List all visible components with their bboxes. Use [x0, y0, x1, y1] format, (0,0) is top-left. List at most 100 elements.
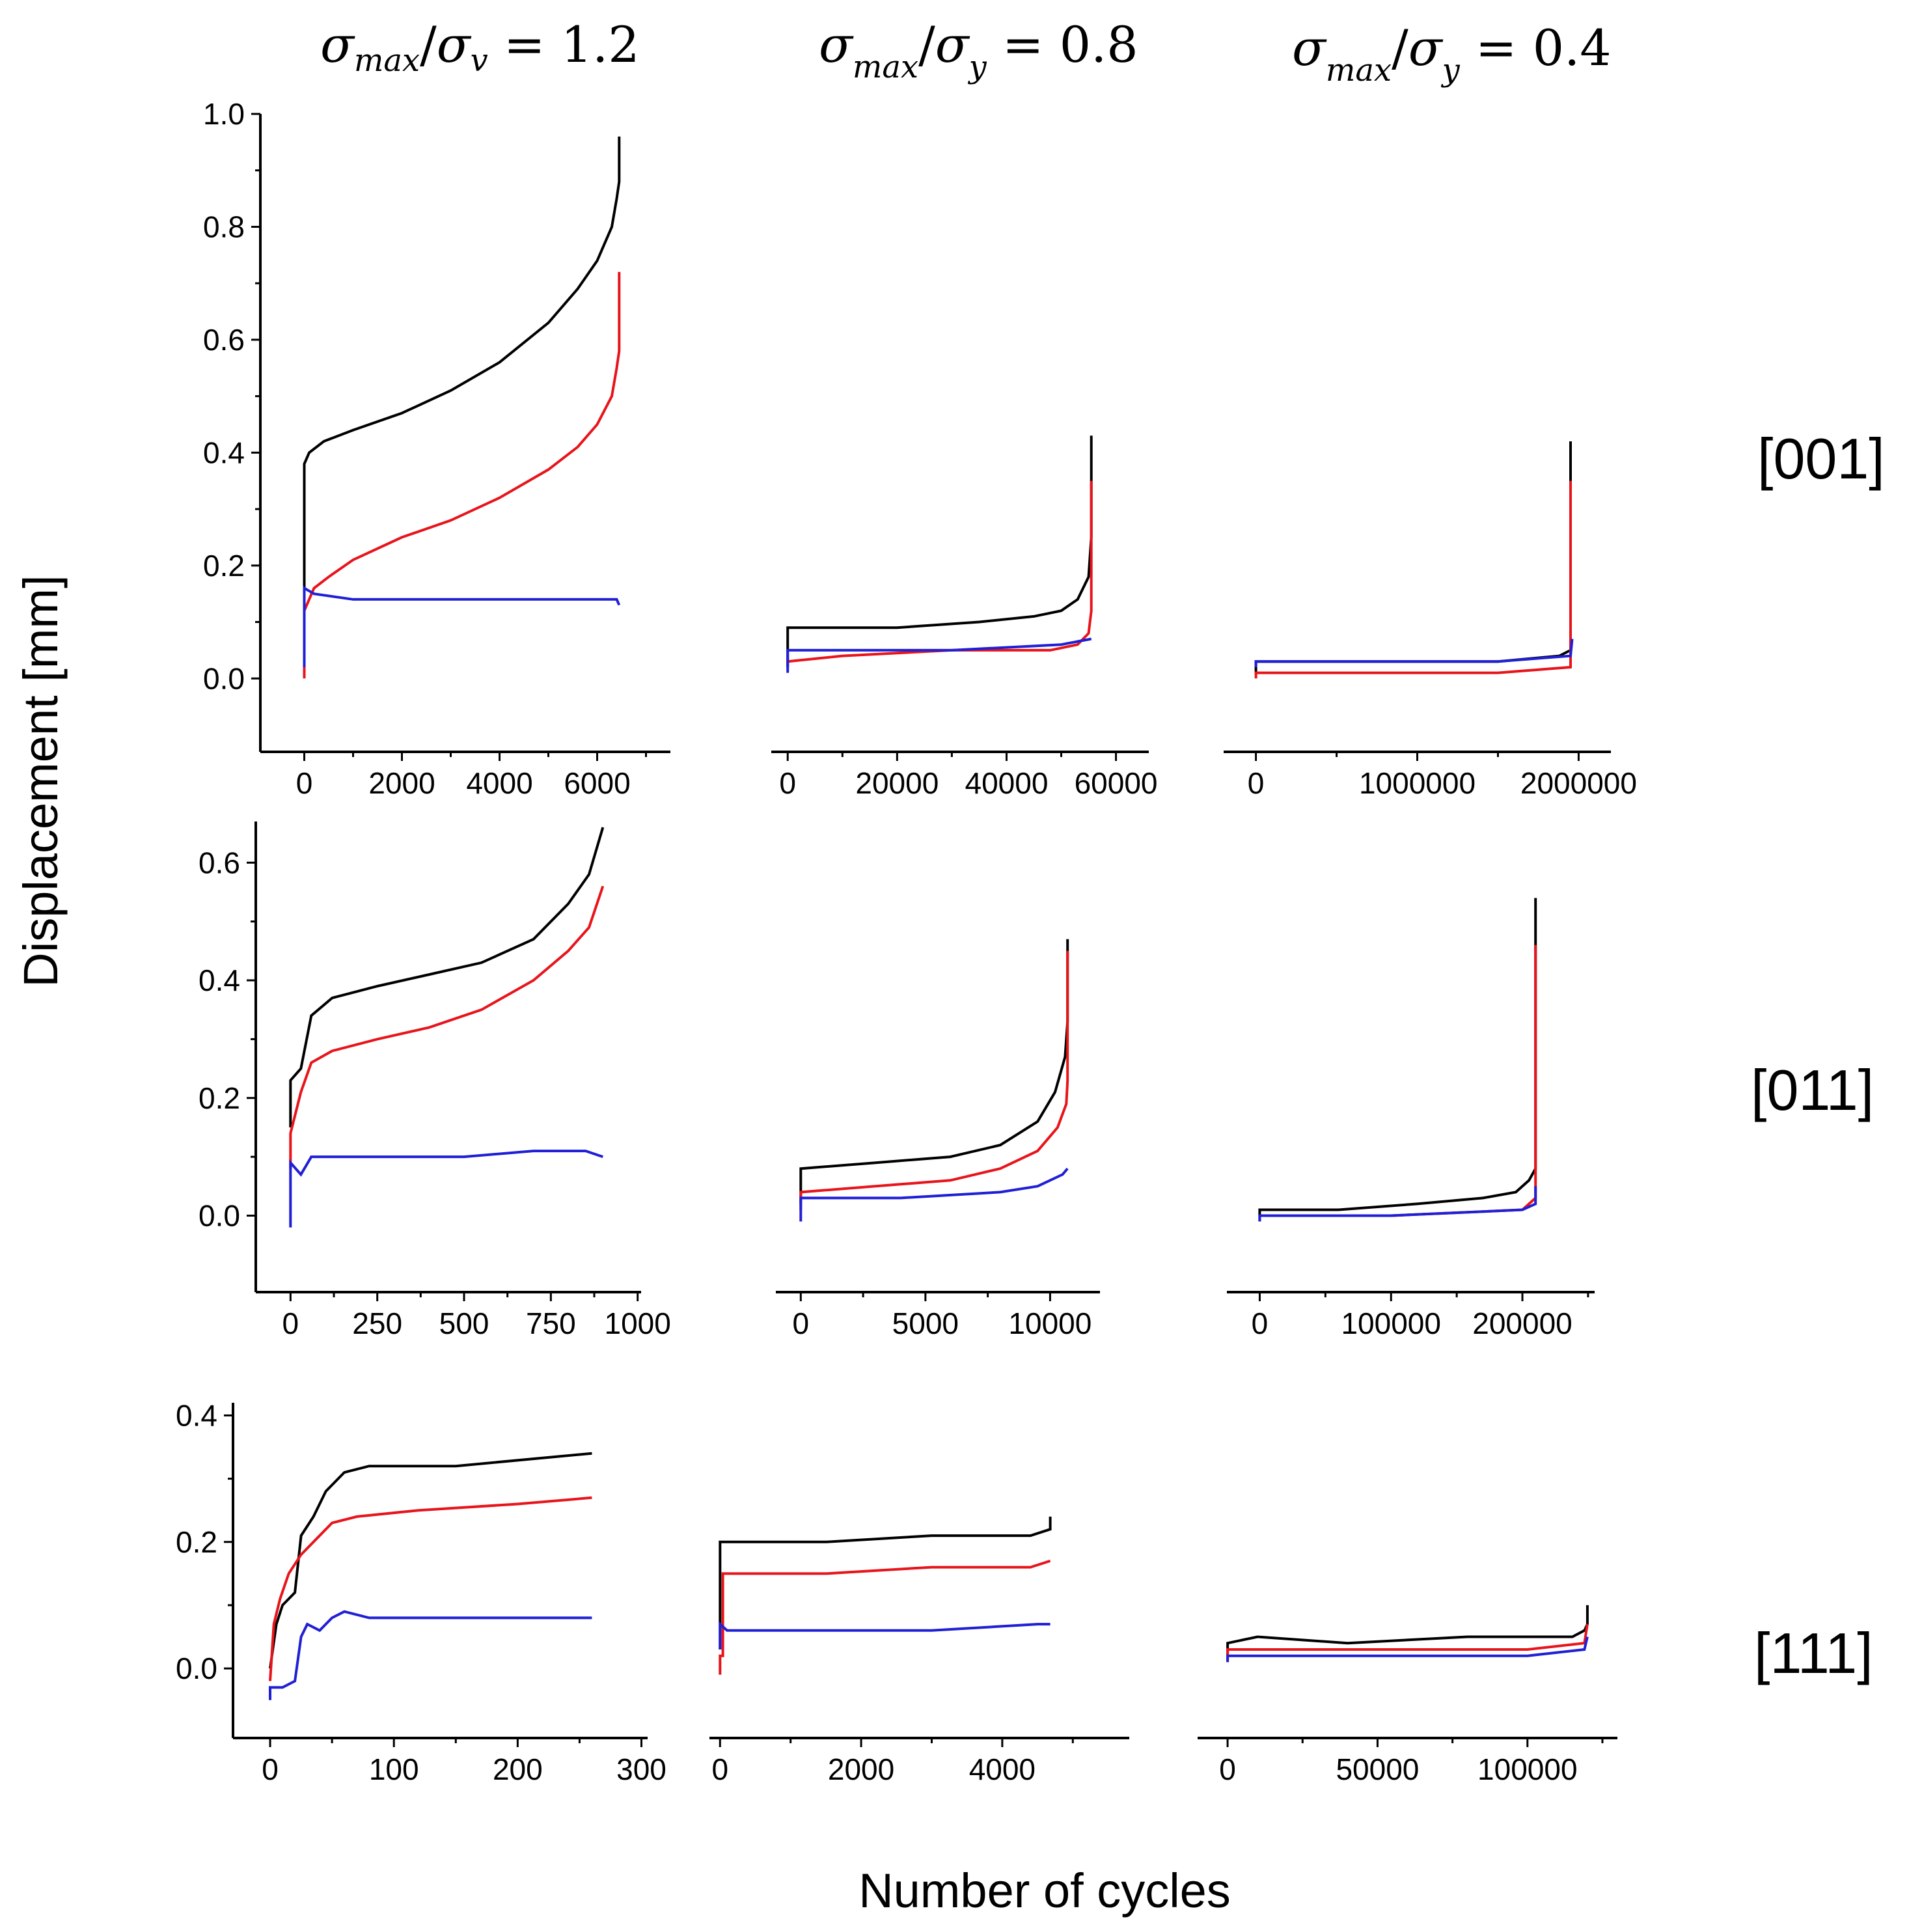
x-tick-label: 0 [779, 766, 796, 800]
series-black [269, 1452, 592, 1669]
panel-7: 0 100 200 300 0.0 0.2 0.4 [176, 1398, 666, 1786]
series-red [1258, 945, 1537, 1222]
column-title-2-value: = 0.8 [987, 16, 1138, 74]
x-tick-label: 2000000 [1520, 766, 1637, 800]
series-red [1226, 1623, 1589, 1663]
panel-9: 0 50000 100000 [1198, 1605, 1617, 1786]
x-tick-label: 750 [526, 1306, 576, 1340]
series-black [719, 1516, 1052, 1649]
column-title-2-den-sub: y [968, 49, 987, 85]
panel-2: 0 20000 40000 60000 [771, 435, 1158, 800]
column-title-3-den-sub: y [1441, 52, 1461, 89]
y-tick-label: 0.4 [203, 435, 245, 469]
x-tick-label: 0 [262, 1752, 279, 1786]
series-black [1258, 898, 1537, 1216]
column-title-1-sigma-den: σ [437, 16, 472, 74]
column-titles: σmax/σv = 1.2 σmax/σy = 0.8 σmax/σy = 0.… [320, 16, 1612, 89]
series-black [786, 435, 1093, 667]
x-tick-label: 250 [352, 1306, 402, 1340]
x-tick-label: 1000 [604, 1306, 670, 1340]
x-tick-label: 4000 [969, 1752, 1036, 1786]
series-red [1254, 480, 1572, 679]
y-tick-label: 0.6 [199, 846, 240, 879]
x-tick-label: 100000 [1341, 1306, 1441, 1340]
panel-4: 0 250 500 750 1000 0.0 0.2 0.4 0.6 [199, 821, 671, 1340]
series-black [1254, 441, 1572, 673]
column-title-3-sigma: σ [1292, 19, 1327, 77]
series-black [289, 827, 605, 1127]
y-tick-label: 0.2 [203, 549, 245, 583]
x-tick-label: 2000 [368, 766, 435, 800]
x-tick-label: 20000 [855, 766, 939, 800]
x-tick-label: 1000000 [1359, 766, 1476, 800]
series-red [269, 1496, 592, 1681]
series-black [303, 136, 621, 594]
row-label-001: [001] [1757, 426, 1885, 491]
x-tick-label: 60000 [1075, 766, 1158, 800]
series-blue [1226, 1636, 1589, 1663]
x-tick-label: 0 [296, 766, 313, 800]
y-tick-label: 0.8 [203, 210, 245, 243]
column-title-1: σmax/σv = 1.2 [320, 16, 640, 79]
y-axis-title: Displacement [mm] [14, 575, 68, 987]
series-blue [786, 637, 1092, 673]
series-black [799, 939, 1069, 1204]
row-labels: [001] [011] [111] [1751, 426, 1885, 1685]
x-tick-label: 200 [493, 1752, 543, 1786]
y-tick-label: 0.2 [199, 1081, 240, 1115]
panel-1: 0 2000 4000 6000 0.0 0.2 0.4 0.6 0.8 1.0 [203, 97, 670, 800]
column-title-1-num-sub: max [354, 42, 420, 79]
x-tick-label: 0 [793, 1306, 810, 1340]
panel-3: 0 1000000 2000000 [1224, 441, 1637, 800]
x-tick-label: 5000 [892, 1306, 959, 1340]
y-tick-label: 0.4 [176, 1398, 217, 1432]
column-title-3-sigma-den: σ [1408, 19, 1444, 77]
column-title-2-sigma: σ [819, 16, 854, 74]
x-tick-label: 40000 [965, 766, 1048, 800]
row-label-111: [111] [1754, 1621, 1873, 1685]
x-tick-label: 100 [369, 1752, 419, 1786]
panel-6: 0 100000 200000 [1227, 898, 1595, 1340]
column-title-3-num-sub: max [1326, 52, 1392, 89]
series-blue [303, 586, 621, 667]
column-title-2: σmax/σy = 0.8 [819, 16, 1138, 85]
series-red [786, 480, 1093, 667]
column-title-2-num-sub: max [853, 49, 918, 85]
x-tick-label: 0 [1248, 766, 1265, 800]
x-tick-label: 100000 [1477, 1752, 1578, 1786]
y-tick-label: 1.0 [203, 97, 245, 131]
series-blue [1254, 639, 1574, 667]
x-tick-label: 4000 [466, 766, 532, 800]
x-axis-title: Number of cycles [858, 1864, 1231, 1918]
series-red [289, 885, 605, 1169]
row-label-011: [011] [1751, 1058, 1874, 1122]
x-tick-label: 300 [616, 1752, 666, 1786]
x-tick-label: 6000 [564, 766, 630, 800]
column-title-2-slash: / [918, 16, 935, 74]
column-title-1-value: = 1.2 [488, 16, 640, 74]
column-title-1-sigma: σ [320, 16, 355, 74]
x-tick-label: 0 [1219, 1752, 1236, 1786]
y-tick-label: 0.0 [203, 661, 245, 695]
y-tick-label: 0.2 [176, 1525, 217, 1559]
x-tick-label: 0 [1252, 1306, 1269, 1340]
panel-5: 0 5000 10000 [776, 939, 1100, 1340]
series-blue [1258, 1186, 1537, 1222]
column-title-2-sigma-den: σ [935, 16, 970, 74]
y-tick-label: 0.0 [176, 1651, 217, 1685]
y-tick-label: 0.0 [199, 1199, 240, 1233]
series-red [799, 950, 1069, 1210]
chart-panels: 0 2000 4000 60000.00.20.40.60.81.00 20000 400… [176, 97, 1637, 1786]
series-blue [289, 1150, 603, 1228]
y-tick-label: 0.6 [203, 323, 245, 357]
x-tick-label: 10000 [1008, 1306, 1092, 1340]
x-tick-label: 200000 [1472, 1306, 1573, 1340]
series-red [303, 271, 621, 679]
x-tick-label: 0 [711, 1752, 728, 1786]
series-blue [799, 1167, 1069, 1222]
series-blue [719, 1621, 1051, 1649]
x-tick-label: 0 [282, 1306, 299, 1340]
series-blue [269, 1610, 592, 1700]
x-tick-label: 50000 [1336, 1752, 1419, 1786]
